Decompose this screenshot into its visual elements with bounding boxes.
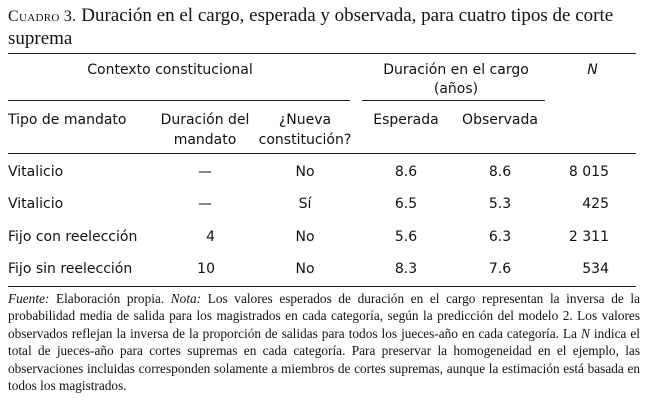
caption-title: Duración en el cargo, esperada y observa… [8, 5, 614, 49]
nota-text: Los valores esperados de duración en el … [8, 291, 640, 341]
col-header-duracion-line2: mandato [173, 132, 237, 148]
cell-duracion: 10 [197, 261, 215, 277]
cell-duracion: — [198, 196, 212, 212]
cell-n: 534 [582, 261, 609, 277]
fuente-text: Elaboración propia. [49, 291, 171, 306]
cell-duracion: 4 [206, 229, 215, 245]
cell-n: 425 [582, 196, 609, 212]
cell-tipo: Fijo con reelección [8, 229, 138, 245]
table-caption: Cuadro 3. Duración en el cargo, esperada… [8, 5, 638, 50]
cell-n: 2 311 [568, 229, 609, 245]
cell-tipo: Fijo sin reelección [8, 261, 133, 277]
group-header-duration-line2: (años) [433, 81, 479, 97]
cell-esperada: 8.3 [394, 261, 418, 277]
cell-observada: 5.3 [488, 196, 512, 212]
col-header-nueva-line1: ¿Nueva [278, 112, 332, 128]
nota-label: Nota: [170, 291, 202, 306]
n-label: N [581, 325, 590, 341]
cell-nueva: No [295, 164, 315, 180]
duration-underline [362, 100, 545, 101]
bottom-rule [8, 286, 636, 287]
col-header-nueva-line2: constitución? [258, 132, 352, 148]
cell-nueva: No [295, 229, 315, 245]
cell-esperada: 6.5 [394, 196, 418, 212]
fuente-label: Fuente: [8, 291, 50, 306]
n-header: N [587, 62, 598, 78]
cell-n: 8 015 [568, 164, 609, 180]
cell-esperada: 8.6 [394, 164, 418, 180]
context-underline [8, 100, 350, 101]
cell-duracion: — [198, 164, 212, 180]
table-footnote: Fuente: Elaboración propia. Nota: Los va… [8, 290, 640, 394]
cell-nueva: No [295, 261, 315, 277]
group-header-context: Contexto constitucional [87, 62, 253, 78]
cell-nueva: Sí [298, 196, 312, 212]
cell-observada: 7.6 [488, 261, 512, 277]
cell-esperada: 5.6 [394, 229, 418, 245]
group-header-duration-line1: Duración en el cargo [383, 62, 529, 78]
cell-tipo: Vitalicio [8, 196, 64, 212]
col-header-observada: Observada [462, 112, 538, 128]
caption-label: Cuadro 3. [8, 8, 77, 25]
top-rule [8, 53, 636, 54]
header-rule [8, 153, 636, 154]
col-header-esperada: Esperada [373, 112, 439, 128]
cell-observada: 8.6 [488, 164, 512, 180]
col-header-duracion-line1: Duración del [160, 112, 250, 128]
col-header-tipo: Tipo de mandato [8, 112, 127, 128]
nota-end-text: indica el total de jueces-año para corte… [8, 325, 640, 394]
cell-observada: 6.3 [488, 229, 512, 245]
cell-tipo: Vitalicio [8, 164, 64, 180]
